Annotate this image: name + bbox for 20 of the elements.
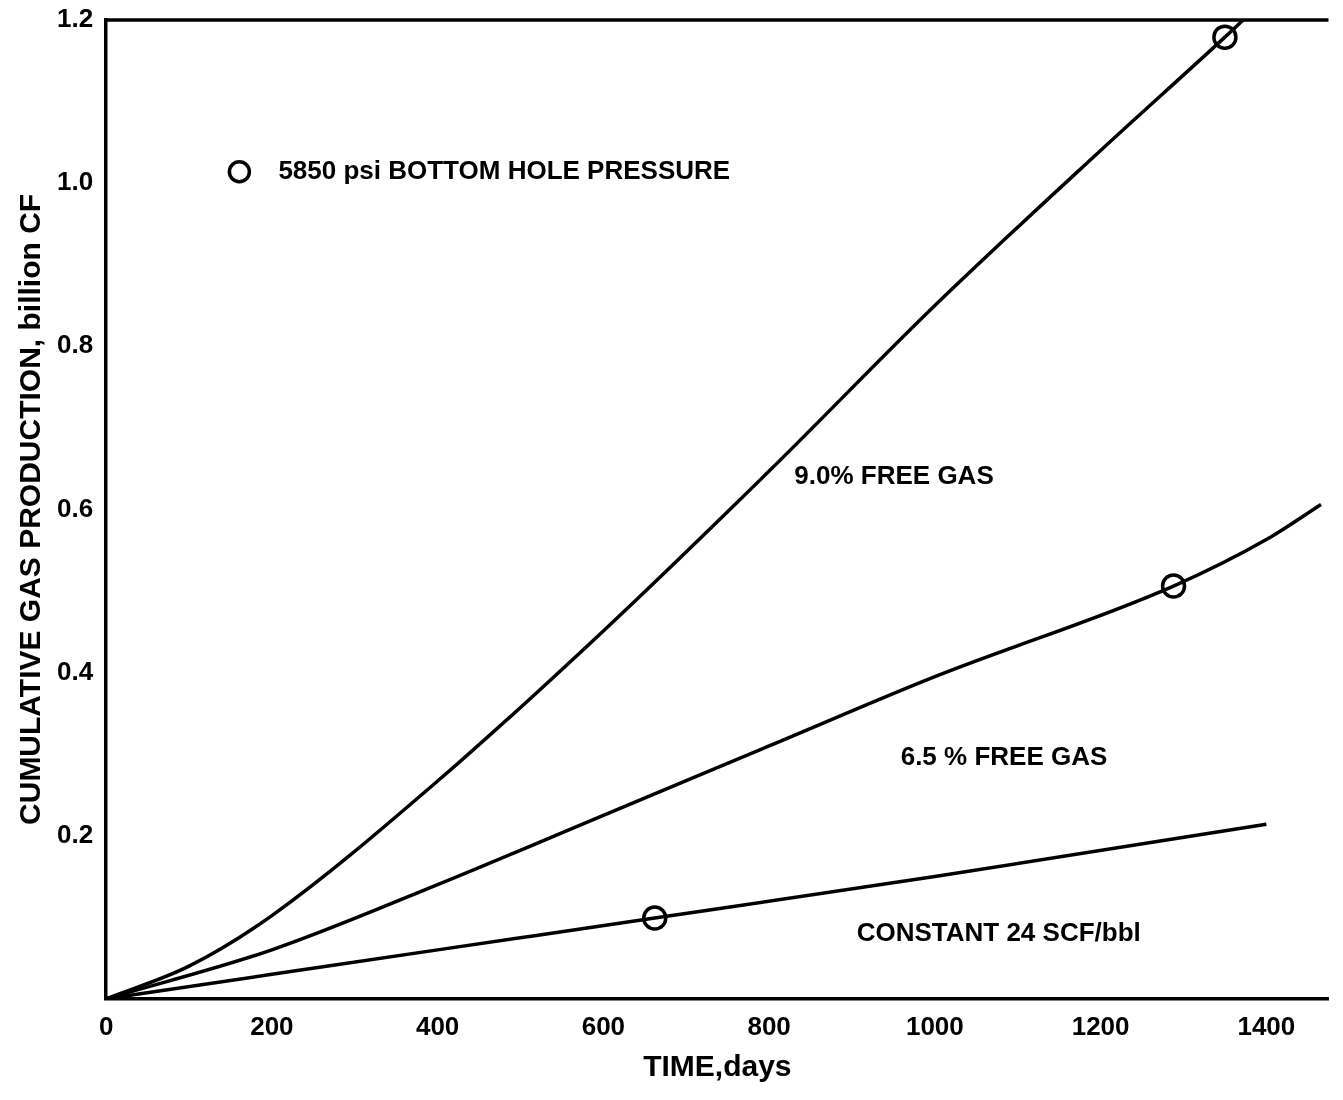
y-tick-label: 0.6 [56, 492, 94, 523]
x-tick-label: 600 [581, 1010, 626, 1041]
x-tick-label: 200 [250, 1010, 294, 1041]
series-label: 6.5 % FREE GAS [900, 741, 1108, 772]
y-tick-label: 0.8 [56, 329, 94, 360]
y-tick-label: 1.2 [56, 3, 94, 34]
y-tick-label: 0.2 [56, 818, 94, 849]
y-tick-label: 1.0 [56, 166, 94, 197]
legend-label: 5850 psi BOTTOM HOLE PRESSURE [278, 154, 731, 185]
x-axis-title: TIME,days [643, 1049, 792, 1083]
y-axis-title: CUMULATIVE GAS PRODUCTION, billion CF [13, 193, 47, 825]
x-tick-label: 400 [415, 1010, 460, 1041]
x-tick-label: 0 [98, 1010, 114, 1041]
series-label: CONSTANT 24 SCF/bbl [856, 917, 1141, 948]
x-tick-label: 800 [747, 1010, 791, 1041]
y-tick-label: 0.4 [56, 655, 94, 686]
series-label: 9.0% FREE GAS [794, 460, 994, 491]
x-tick-label: 1200 [1071, 1010, 1130, 1041]
x-tick-label: 1400 [1237, 1010, 1296, 1041]
x-tick-label: 1000 [905, 1010, 964, 1041]
